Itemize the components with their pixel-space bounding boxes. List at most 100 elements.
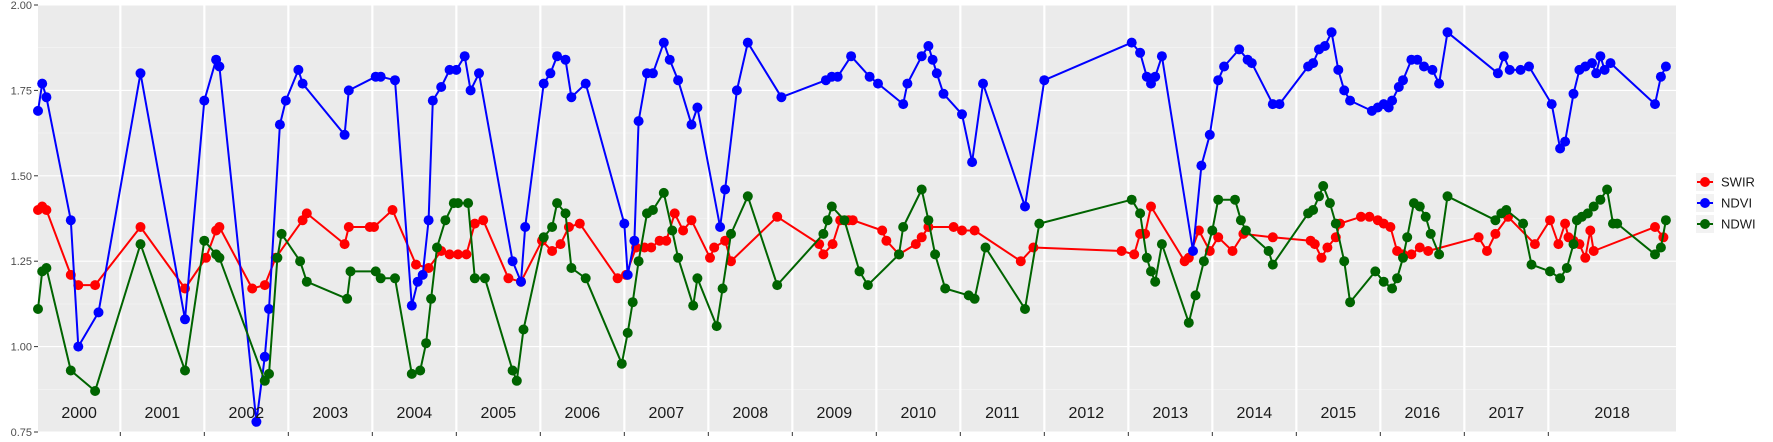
swir-point — [343, 222, 354, 232]
ndvi-point — [692, 102, 703, 113]
swir-point — [1585, 225, 1596, 236]
ndvi-point — [931, 68, 942, 79]
ndwi-point — [616, 358, 627, 369]
swir-point — [1322, 242, 1333, 253]
ndwi-point — [511, 375, 522, 386]
ndwi-point — [1434, 249, 1445, 260]
year-label: 2010 — [901, 405, 937, 422]
ndvi-point — [1498, 51, 1509, 62]
ndvi-point — [375, 71, 386, 82]
ndvi-point — [720, 184, 731, 195]
ndwi-point — [894, 249, 904, 260]
swir-point — [772, 211, 783, 222]
ndvi-point — [251, 416, 262, 427]
ndwi-point — [647, 205, 658, 215]
ndvi-point — [898, 99, 909, 110]
ndwi-point — [1156, 239, 1167, 250]
swir-point — [646, 242, 657, 253]
swir-point — [1588, 246, 1599, 256]
swir-point — [1015, 256, 1026, 267]
year-label: 2001 — [145, 405, 181, 422]
swir-point — [90, 280, 101, 291]
ndvi-point — [967, 157, 978, 168]
ndwi-point — [1378, 276, 1389, 287]
swir-point — [453, 249, 463, 260]
ndvi-point — [902, 78, 913, 89]
swir-point — [1316, 252, 1327, 263]
swir-point — [1650, 222, 1660, 232]
ndwi-point — [898, 222, 909, 232]
ndvi-point — [33, 105, 43, 116]
ndvi-point — [1504, 64, 1515, 75]
swir-point — [1490, 228, 1501, 239]
swir-point — [469, 218, 480, 229]
ndwi-point — [1650, 249, 1660, 260]
ndvi-point — [1135, 47, 1146, 58]
ndvi-point — [1492, 68, 1503, 79]
legend-key-point — [1700, 177, 1710, 187]
swir-point — [201, 252, 211, 263]
ndwi-point — [390, 273, 400, 284]
series-ndwi — [33, 181, 1671, 396]
major-gridlines — [38, 4, 1676, 433]
ndwi-point — [1545, 266, 1555, 277]
ndwi-point — [1660, 215, 1671, 226]
ndwi-point — [1318, 181, 1329, 191]
ndvi-point — [873, 78, 883, 89]
ndwi-point — [1183, 317, 1194, 328]
ndvi-point — [1326, 27, 1337, 38]
year-label: 2007 — [649, 405, 685, 422]
ndvi-point — [566, 92, 577, 103]
ndvi-point — [93, 307, 104, 318]
ndvi-point — [647, 68, 658, 79]
swir-point — [1213, 232, 1224, 243]
ndwi-point — [199, 235, 210, 246]
swir-point — [1406, 249, 1417, 260]
ndwi-point — [854, 266, 865, 277]
ndwi-point — [1568, 239, 1579, 250]
y-tick-label: 1.75 — [11, 85, 32, 97]
year-label: 2017 — [1489, 405, 1525, 422]
swir-point — [444, 249, 455, 260]
ndwi-point — [1263, 246, 1274, 256]
ndwi-point — [1034, 218, 1045, 229]
y-axis: 0.75 1.00 1.25 1.50 1.75 2.00 — [11, 0, 38, 439]
ndwi-point — [264, 368, 274, 379]
ndvi-point — [580, 78, 591, 89]
year-label: 2012 — [1069, 405, 1105, 422]
swir-point — [705, 252, 715, 263]
ndwi-point — [862, 280, 873, 291]
year-label: 2018 — [1594, 405, 1630, 422]
swir-point — [948, 222, 959, 232]
swir-point — [910, 239, 921, 250]
ndvi-point — [619, 218, 630, 229]
ndwi-point — [930, 249, 941, 260]
swir-point — [827, 239, 838, 250]
swir-point — [339, 239, 350, 250]
ndvi-point — [545, 68, 556, 79]
ndvi-point — [938, 88, 949, 99]
swir-point — [818, 249, 829, 260]
ndwi-point — [1345, 297, 1356, 308]
ndvi-point — [1599, 64, 1610, 75]
ndwi-point — [940, 283, 951, 294]
ndwi-point — [1146, 266, 1156, 277]
ndwi-point — [1588, 201, 1599, 212]
ndwi-point — [1392, 273, 1403, 284]
ndvi-point — [1039, 75, 1050, 86]
ndwi-point — [688, 300, 699, 311]
ndwi-point — [839, 215, 850, 226]
ndvi-point — [1412, 54, 1423, 65]
swir-point — [1309, 239, 1320, 250]
ndvi-point — [1524, 61, 1534, 72]
ndwi-point — [1314, 191, 1324, 202]
ndvi-point — [622, 269, 633, 280]
ndvi-point — [1650, 99, 1660, 110]
year-label: 2016 — [1405, 405, 1441, 422]
ndwi-point — [1398, 252, 1408, 263]
ndwi-point — [916, 184, 927, 195]
ndvi-point — [180, 314, 190, 325]
ndvi-point — [474, 68, 484, 79]
ndvi-point — [1196, 160, 1207, 171]
